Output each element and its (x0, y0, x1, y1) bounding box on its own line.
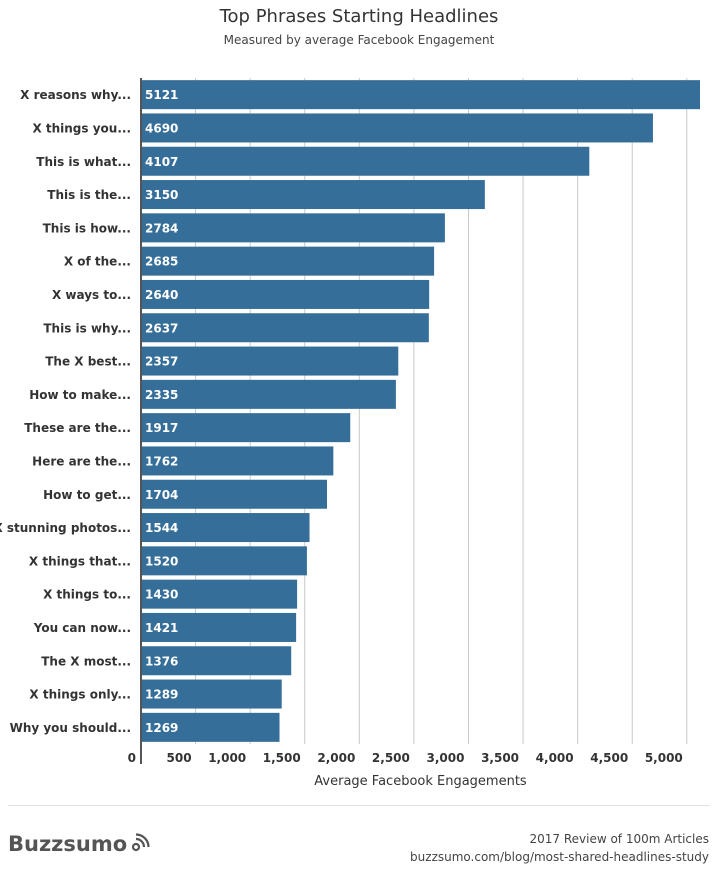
x-tick-label: 500 (167, 751, 192, 765)
bar-value-label: 2685 (145, 255, 178, 269)
bar (141, 579, 298, 609)
bar-value-label: 1430 (145, 588, 178, 602)
x-tick-label: 5,000 (645, 751, 683, 765)
bar (141, 180, 485, 210)
bar-value-label: 1289 (145, 688, 178, 702)
bar-value-label: 1917 (145, 421, 178, 435)
x-tick-label: 2,000 (317, 751, 355, 765)
bar (141, 80, 700, 110)
x-tick-label: 1,500 (263, 751, 301, 765)
bar-value-label: 1269 (145, 721, 178, 735)
bar-value-label: 5121 (145, 88, 178, 102)
category-label: The X best... (45, 355, 131, 369)
bar-value-label: 1762 (145, 454, 178, 468)
x-tick-label: 4,500 (590, 751, 628, 765)
category-label: X stunning photos... (0, 521, 131, 535)
chart-title: Top Phrases Starting Headlines (219, 6, 499, 27)
category-label: This is what... (36, 155, 131, 169)
bar-value-label: 1544 (145, 521, 178, 535)
chart-subtitle: Measured by average Facebook Engagement (223, 33, 495, 47)
category-label: These are the... (24, 421, 131, 435)
x-tick-label: 2,500 (372, 751, 410, 765)
x-tick-label: 3,500 (481, 751, 519, 765)
bar (141, 612, 297, 642)
bar (141, 279, 430, 309)
bar (141, 712, 280, 742)
category-label: Here are the... (32, 454, 131, 468)
category-label: X things you... (32, 121, 131, 135)
bar (141, 213, 445, 243)
bar (141, 346, 399, 376)
bar-value-label: 2637 (145, 321, 178, 335)
category-label: This is how... (43, 221, 131, 235)
bar-value-label: 2640 (145, 288, 178, 302)
source-caption: 2017 Review of 100m Articles (529, 832, 709, 846)
category-label: This is why... (43, 321, 131, 335)
bar (141, 313, 429, 343)
signal-icon (132, 833, 150, 852)
category-label: Why you should... (10, 721, 131, 735)
bar (141, 446, 334, 476)
footer-divider (8, 805, 710, 806)
bar-value-label: 4107 (145, 155, 178, 169)
category-label: You can now... (33, 621, 131, 635)
buzzsumo-logo[interactable]: Buzzsumo (8, 832, 150, 856)
brand-name: Buzzsumo (8, 832, 128, 856)
category-label: The X most... (41, 654, 131, 668)
category-label: X of the... (64, 255, 131, 269)
bar-value-label: 1704 (145, 488, 178, 502)
bar (141, 379, 396, 409)
bar (141, 113, 653, 143)
category-label: X ways to... (52, 288, 131, 302)
bar-value-label: 2335 (145, 388, 178, 402)
x-axis-title: Average Facebook Engagements (314, 774, 527, 789)
category-label: How to make... (29, 388, 131, 402)
x-tick-label: 3,000 (427, 751, 465, 765)
bar (141, 646, 292, 676)
bar (141, 413, 351, 443)
category-label: X things to... (43, 588, 131, 602)
bar-value-label: 1520 (145, 554, 178, 568)
bar-value-label: 1421 (145, 621, 178, 635)
x-tick-label: 1,000 (208, 751, 246, 765)
bar (141, 513, 310, 543)
category-label: How to get... (43, 488, 131, 502)
category-label: X things that... (29, 554, 131, 568)
bar (141, 246, 435, 276)
category-label: X reasons why... (20, 88, 131, 102)
x-tick-label: 4,000 (536, 751, 574, 765)
bar-value-label: 2784 (145, 221, 178, 235)
bar (141, 146, 590, 176)
bar (141, 546, 307, 576)
bar-value-label: 1376 (145, 654, 178, 668)
bar-value-label: 2357 (145, 355, 178, 369)
bar-value-label: 4690 (145, 121, 178, 135)
category-label: X things only... (29, 688, 131, 702)
bar (141, 479, 328, 509)
x-tick-label: 0 (128, 751, 136, 765)
source-url: buzzsumo.com/blog/most-shared-headlines-… (410, 850, 709, 864)
bar (141, 679, 282, 709)
bar-value-label: 3150 (145, 188, 178, 202)
category-label: This is the... (47, 188, 131, 202)
